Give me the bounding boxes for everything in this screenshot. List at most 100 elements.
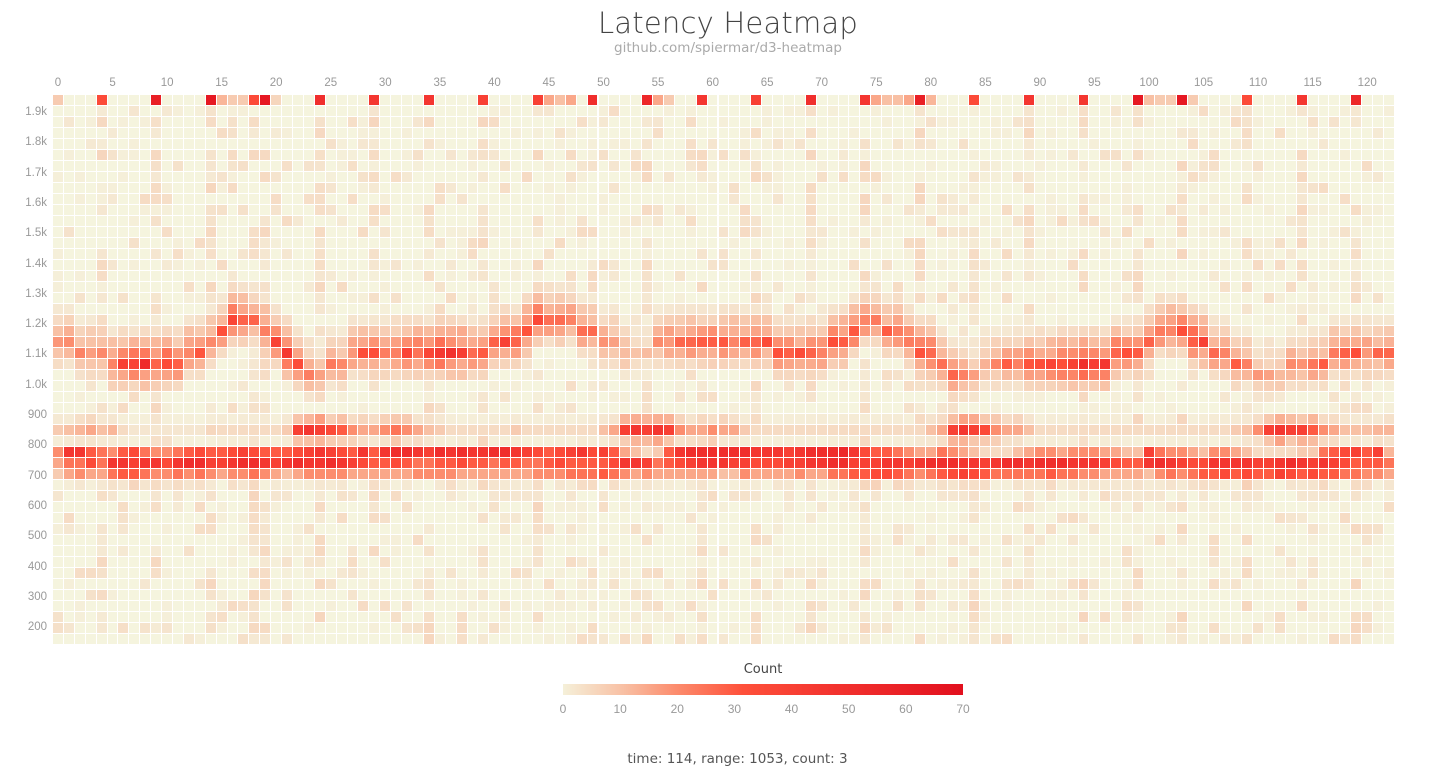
heatmap-cell[interactable] [991, 238, 1002, 248]
heatmap-cell[interactable] [1318, 238, 1329, 248]
heatmap-cell[interactable] [293, 381, 303, 391]
heatmap-cell[interactable] [860, 150, 871, 160]
heatmap-cell[interactable] [969, 161, 980, 171]
heatmap-cell[interactable] [1296, 150, 1307, 160]
heatmap-cell[interactable] [402, 425, 412, 435]
heatmap-cell[interactable] [882, 216, 893, 226]
heatmap-cell[interactable] [838, 249, 849, 259]
heatmap-cell[interactable] [314, 139, 325, 149]
heatmap-cell[interactable] [1373, 348, 1383, 358]
heatmap-cell[interactable] [762, 337, 773, 347]
heatmap-cell[interactable] [1264, 161, 1274, 171]
heatmap-cell[interactable] [271, 502, 282, 512]
heatmap-cell[interactable] [1013, 282, 1023, 292]
heatmap-cell[interactable] [522, 293, 533, 303]
heatmap-cell[interactable] [500, 502, 511, 512]
heatmap-cell[interactable] [816, 326, 827, 336]
heatmap-cell[interactable] [1285, 392, 1296, 402]
heatmap-cell[interactable] [1362, 359, 1373, 369]
heatmap-cell[interactable] [369, 271, 380, 281]
heatmap-cell[interactable] [1264, 491, 1274, 501]
heatmap-cell[interactable] [674, 205, 685, 215]
heatmap-cell[interactable] [1067, 150, 1078, 160]
heatmap-cell[interactable] [773, 95, 783, 105]
heatmap-cell[interactable] [358, 271, 369, 281]
heatmap-cell[interactable] [282, 282, 292, 292]
heatmap-cell[interactable] [1209, 172, 1220, 182]
heatmap-cell[interactable] [849, 249, 860, 259]
heatmap-cell[interactable] [107, 513, 118, 523]
heatmap-cell[interactable] [1242, 348, 1253, 358]
heatmap-cell[interactable] [85, 458, 96, 468]
heatmap-cell[interactable] [1351, 271, 1362, 281]
heatmap-cell[interactable] [663, 172, 674, 182]
heatmap-cell[interactable] [445, 425, 456, 435]
heatmap-cell[interactable] [740, 403, 751, 413]
heatmap-cell[interactable] [216, 414, 227, 424]
heatmap-cell[interactable] [1034, 183, 1045, 193]
heatmap-cell[interactable] [325, 271, 336, 281]
heatmap-cell[interactable] [478, 502, 489, 512]
heatmap-cell[interactable] [969, 491, 980, 501]
heatmap-cell[interactable] [1056, 337, 1067, 347]
heatmap-cell[interactable] [1089, 469, 1100, 479]
heatmap-cell[interactable] [936, 139, 947, 149]
heatmap-cell[interactable] [1220, 128, 1231, 138]
heatmap-cell[interactable] [478, 469, 489, 479]
heatmap-cell[interactable] [107, 414, 118, 424]
heatmap-cell[interactable] [587, 293, 598, 303]
heatmap-cell[interactable] [1362, 227, 1373, 237]
heatmap-cell[interactable] [533, 139, 543, 149]
heatmap-cell[interactable] [63, 535, 74, 545]
heatmap-cell[interactable] [434, 106, 445, 116]
heatmap-cell[interactable] [1242, 194, 1253, 204]
heatmap-cell[interactable] [533, 106, 543, 116]
heatmap-cell[interactable] [762, 172, 773, 182]
heatmap-cell[interactable] [1144, 271, 1154, 281]
heatmap-cell[interactable] [598, 293, 609, 303]
heatmap-cell[interactable] [860, 106, 871, 116]
heatmap-cell[interactable] [1373, 249, 1383, 259]
heatmap-cell[interactable] [576, 150, 587, 160]
heatmap-cell[interactable] [74, 249, 85, 259]
heatmap-cell[interactable] [173, 150, 183, 160]
heatmap-cell[interactable] [893, 150, 903, 160]
heatmap-cell[interactable] [1111, 524, 1122, 534]
heatmap-cell[interactable] [53, 425, 63, 435]
heatmap-cell[interactable] [893, 95, 903, 105]
heatmap-cell[interactable] [1045, 117, 1056, 127]
heatmap-cell[interactable] [391, 128, 402, 138]
heatmap-cell[interactable] [543, 524, 554, 534]
heatmap-cell[interactable] [620, 260, 631, 270]
heatmap-cell[interactable] [522, 469, 533, 479]
heatmap-cell[interactable] [1078, 513, 1089, 523]
heatmap-cell[interactable] [653, 326, 663, 336]
heatmap-cell[interactable] [434, 447, 445, 457]
heatmap-cell[interactable] [358, 326, 369, 336]
heatmap-cell[interactable] [1013, 469, 1023, 479]
heatmap-cell[interactable] [936, 238, 947, 248]
heatmap-cell[interactable] [260, 513, 271, 523]
heatmap-cell[interactable] [1285, 425, 1296, 435]
heatmap-cell[interactable] [260, 315, 271, 325]
heatmap-cell[interactable] [1296, 260, 1307, 270]
heatmap-cell[interactable] [958, 359, 969, 369]
heatmap-cell[interactable] [893, 293, 903, 303]
heatmap-cell[interactable] [325, 524, 336, 534]
heatmap-cell[interactable] [805, 359, 816, 369]
heatmap-cell[interactable] [1122, 216, 1133, 226]
heatmap-cell[interactable] [958, 161, 969, 171]
heatmap-cell[interactable] [849, 150, 860, 160]
heatmap-cell[interactable] [467, 359, 478, 369]
heatmap-cell[interactable] [1176, 260, 1187, 270]
heatmap-cell[interactable] [173, 260, 183, 270]
heatmap-cell[interactable] [336, 106, 347, 116]
heatmap-cell[interactable] [1198, 117, 1209, 127]
heatmap-cell[interactable] [1034, 128, 1045, 138]
heatmap-cell[interactable] [282, 458, 292, 468]
heatmap-cell[interactable] [1165, 249, 1176, 259]
heatmap-cell[interactable] [1100, 106, 1111, 116]
heatmap-cell[interactable] [511, 524, 522, 534]
heatmap-cell[interactable] [893, 161, 903, 171]
heatmap-cell[interactable] [554, 326, 565, 336]
